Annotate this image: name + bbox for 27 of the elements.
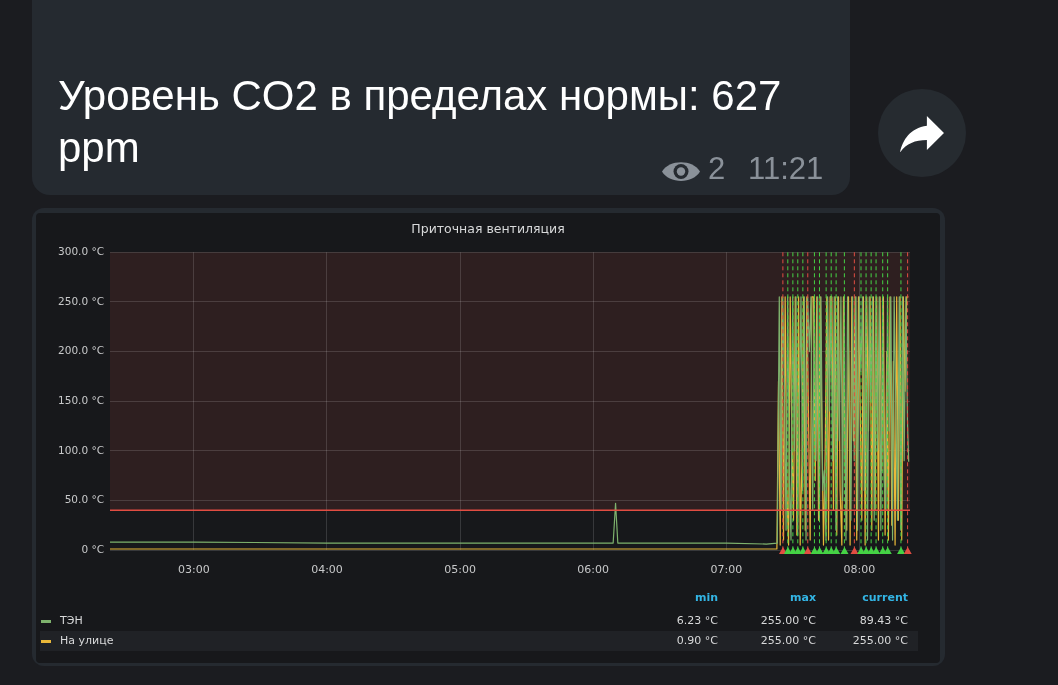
text: 255.00 °C	[760, 614, 816, 627]
text: max	[790, 591, 816, 604]
y-tick-label: 0 °C	[81, 542, 104, 555]
text: 0.90 °C	[676, 634, 718, 647]
y-tick-label: 50.0 °C	[64, 493, 104, 506]
text: 255.00 °C	[760, 634, 816, 647]
text: 255.00 °C	[852, 634, 908, 647]
text: 11:21	[748, 151, 824, 187]
text: 89.43 °C	[859, 614, 908, 627]
y-tick-label: 300.0 °C	[58, 245, 104, 258]
legend-label: На улице	[60, 634, 114, 647]
y-tick-label: 150.0 °C	[58, 393, 104, 406]
chart-title: Приточная вентиляция	[410, 221, 566, 236]
text: min	[694, 591, 718, 604]
y-tick-label: 200.0 °C	[58, 344, 104, 357]
x-tick-label: 08:00	[843, 563, 876, 577]
text: 6.23 °C	[676, 614, 718, 627]
x-tick-label: 05:00	[444, 563, 476, 577]
x-tick-label: 04:00	[311, 563, 343, 577]
legend-label: ТЭН	[60, 614, 83, 627]
x-tick-label: 03:00	[178, 563, 210, 577]
x-tick-label: 06:00	[577, 563, 610, 577]
text: 2	[708, 151, 726, 187]
text: current	[862, 591, 908, 604]
y-tick-label: 100.0 °C	[58, 443, 104, 456]
y-tick-label: 250.0 °C	[58, 294, 104, 307]
x-tick-label: 07:00	[710, 563, 743, 577]
